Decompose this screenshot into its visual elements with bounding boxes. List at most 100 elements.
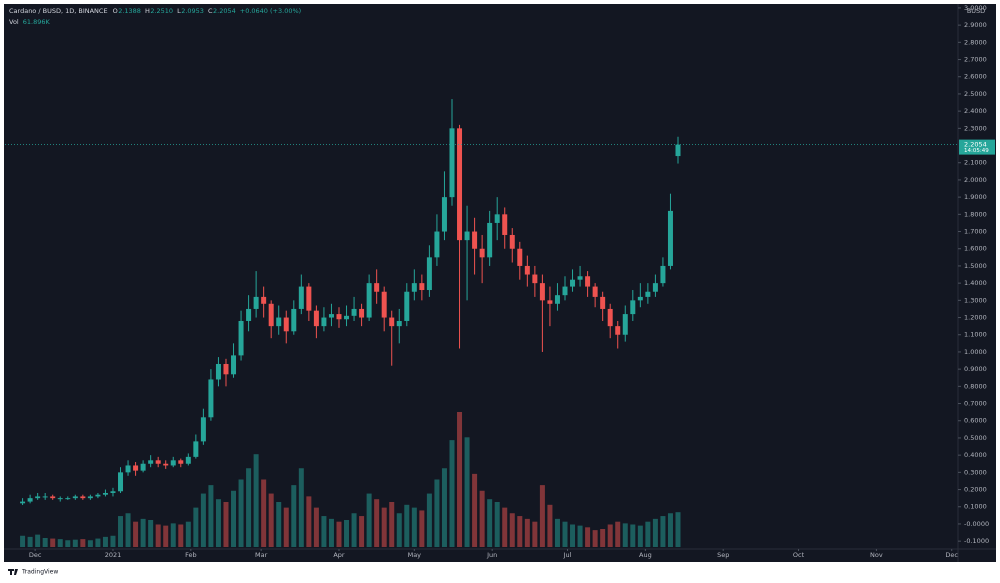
candle-body bbox=[208, 379, 214, 418]
y-tick-label: 2.9000 bbox=[964, 21, 987, 29]
ohlc-value: 2.0953 bbox=[181, 7, 204, 15]
volume-bar bbox=[110, 535, 116, 547]
volume-bar bbox=[283, 507, 289, 547]
ohlc-value: 2.1388 bbox=[118, 7, 141, 15]
candle-body bbox=[306, 286, 312, 311]
volume-bar bbox=[261, 479, 267, 547]
candle-body bbox=[313, 310, 319, 327]
x-tick-label: Nov bbox=[870, 551, 883, 559]
y-tick-label: 0.8000 bbox=[964, 382, 987, 390]
volume-bar bbox=[50, 538, 56, 547]
candle-body bbox=[125, 465, 131, 473]
ohlc-value: 2.2054 bbox=[213, 7, 236, 15]
series bbox=[20, 99, 681, 547]
candle-body bbox=[374, 283, 380, 292]
volume-bar bbox=[65, 540, 71, 547]
volume-bar bbox=[133, 521, 139, 547]
brand-logo bbox=[8, 569, 18, 575]
y-tick-label: 3.0000 bbox=[964, 4, 987, 12]
candle-body bbox=[328, 314, 334, 318]
candle-body bbox=[65, 498, 71, 500]
y-tick-label: 1.9000 bbox=[964, 193, 987, 201]
volume-bar bbox=[306, 496, 312, 547]
candle-body bbox=[389, 317, 395, 327]
candle-body bbox=[404, 291, 410, 321]
volume-bar bbox=[396, 513, 402, 547]
volume-bar bbox=[140, 518, 146, 547]
volume-bar bbox=[268, 493, 274, 547]
candle-body bbox=[637, 296, 643, 301]
volume-bar bbox=[652, 518, 658, 547]
volume-bar bbox=[366, 493, 372, 547]
x-tick-label: Mar bbox=[255, 551, 268, 559]
volume-bar bbox=[494, 502, 500, 547]
countdown: 14:05:49 bbox=[964, 148, 989, 154]
candle-body bbox=[20, 501, 26, 504]
candle-body bbox=[502, 214, 508, 235]
candle-body bbox=[381, 291, 387, 318]
candle-body bbox=[607, 308, 613, 327]
candle-body bbox=[411, 283, 417, 292]
y-tick-label: 0.4000 bbox=[964, 451, 987, 459]
volume-bar bbox=[246, 468, 252, 547]
y-tick-label: 2.4000 bbox=[964, 107, 987, 115]
y-tick-label: -0.0000 bbox=[964, 520, 989, 528]
volume-bar bbox=[426, 493, 432, 547]
volume-bar bbox=[72, 539, 78, 547]
y-tick-label: 0.3000 bbox=[964, 468, 987, 476]
candle-body bbox=[118, 472, 124, 492]
ohlc-key: C bbox=[208, 7, 213, 15]
volume-bar bbox=[622, 523, 628, 547]
x-tick-label: May bbox=[408, 551, 422, 559]
volume-bar bbox=[328, 518, 334, 547]
y-tick-label: 0.9000 bbox=[964, 365, 987, 373]
candle-body bbox=[215, 363, 221, 380]
volume-bar bbox=[102, 536, 108, 547]
volume-bar bbox=[178, 524, 184, 547]
volume-bar bbox=[118, 516, 124, 547]
y-tick-label: 1.2000 bbox=[964, 314, 987, 322]
volume-bar bbox=[630, 524, 636, 547]
x-tick-label: Dec bbox=[29, 551, 42, 559]
candle-body bbox=[268, 303, 274, 327]
volume-bar bbox=[637, 525, 643, 547]
candle-body bbox=[50, 496, 56, 499]
candle-body bbox=[291, 308, 297, 332]
candle-body bbox=[140, 463, 146, 471]
candle-body bbox=[585, 276, 591, 287]
volume-bar bbox=[313, 507, 319, 547]
y-tick-label: 2.5000 bbox=[964, 90, 987, 98]
candle-body bbox=[246, 308, 252, 321]
volume-bar bbox=[374, 499, 380, 547]
volume-bar bbox=[675, 512, 681, 547]
volume-bar bbox=[517, 516, 523, 547]
y-tick-label: 0.2000 bbox=[964, 486, 987, 494]
volume-bar bbox=[570, 524, 576, 547]
candle-body bbox=[72, 496, 78, 499]
brand[interactable]: TradingView bbox=[21, 569, 58, 576]
y-tick-label: 2.8000 bbox=[964, 38, 987, 46]
candle-body bbox=[42, 496, 48, 498]
volume-bar bbox=[547, 504, 553, 547]
volume-bar bbox=[231, 490, 237, 547]
y-tick-label: 1.8000 bbox=[964, 210, 987, 218]
volume-bar bbox=[298, 468, 304, 547]
volume-bar bbox=[539, 485, 545, 547]
y-tick-label: 2.0000 bbox=[964, 176, 987, 184]
y-tick-label: 1.1000 bbox=[964, 331, 987, 339]
candle-body bbox=[238, 320, 244, 356]
volume-bar bbox=[645, 521, 651, 547]
volume-bar bbox=[359, 516, 365, 547]
volume-bar bbox=[291, 485, 297, 547]
x-tick-label: Feb bbox=[185, 551, 197, 559]
volume-bar bbox=[163, 525, 169, 547]
volume-bar bbox=[487, 499, 493, 547]
y-tick-label: 1.4000 bbox=[964, 279, 987, 287]
candle-body bbox=[449, 128, 455, 198]
volume-bar bbox=[155, 524, 161, 547]
volume-bar bbox=[238, 479, 244, 547]
candle-body bbox=[615, 326, 621, 335]
candle-body bbox=[554, 295, 560, 304]
volume-bar bbox=[125, 513, 131, 547]
volume-bar bbox=[607, 524, 613, 547]
